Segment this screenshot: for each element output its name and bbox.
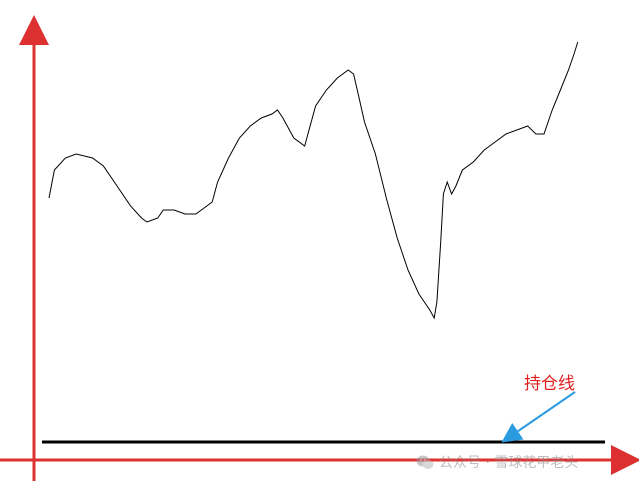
wechat-icon	[416, 455, 434, 469]
watermark: 公众号 · 雪球花甲老头	[416, 452, 578, 472]
annotation-label: 持仓线	[524, 374, 575, 394]
annotation-arrow	[501, 391, 576, 443]
series-line	[48, 41, 579, 320]
watermark-text: 公众号 · 雪球花甲老头	[439, 455, 579, 471]
